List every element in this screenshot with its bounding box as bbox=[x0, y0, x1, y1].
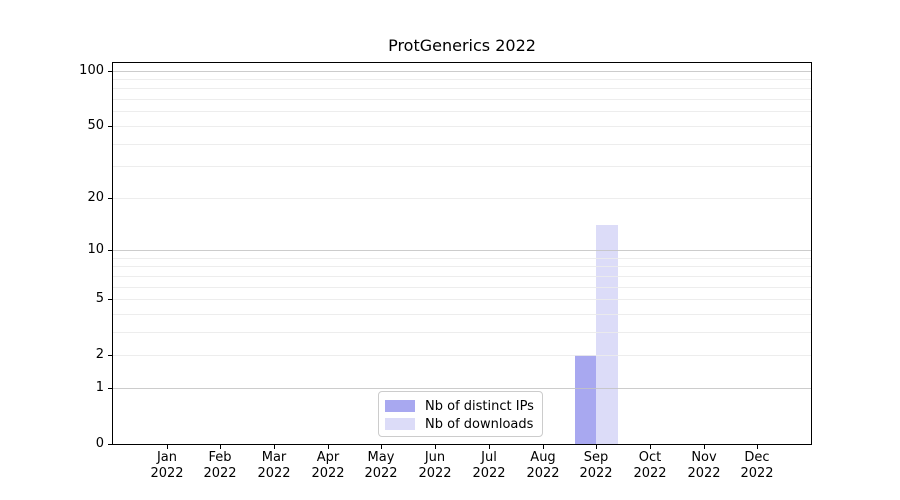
gridline-major bbox=[113, 388, 811, 389]
legend: Nb of distinct IPs Nb of downloads bbox=[378, 391, 543, 437]
gridline-minor bbox=[113, 99, 811, 100]
y-axis-tick bbox=[108, 198, 113, 199]
legend-item-distinct-ips: Nb of distinct IPs bbox=[385, 397, 536, 415]
x-axis-tick bbox=[274, 444, 275, 449]
y-tick-label: 50 bbox=[87, 118, 104, 133]
gridline-minor bbox=[113, 276, 811, 277]
gridline-minor bbox=[113, 258, 811, 259]
x-axis-tick bbox=[650, 444, 651, 449]
legend-label-distinct-ips: Nb of distinct IPs bbox=[425, 398, 534, 414]
gridline-minor bbox=[113, 314, 811, 315]
x-tick-label: Nov 2022 bbox=[687, 450, 721, 481]
y-axis-tick bbox=[108, 355, 113, 356]
bar-nb-of-distinct-ips bbox=[574, 355, 597, 444]
chart-title: ProtGenerics 2022 bbox=[388, 36, 536, 55]
legend-swatch-downloads bbox=[385, 418, 415, 430]
x-axis-tick bbox=[167, 444, 168, 449]
x-tick-label: Feb 2022 bbox=[203, 450, 237, 481]
x-axis-tick bbox=[328, 444, 329, 449]
y-tick-label: 100 bbox=[79, 63, 104, 78]
x-tick-label: Mar 2022 bbox=[257, 450, 291, 481]
gridline-major bbox=[113, 71, 811, 72]
x-tick-label: Oct 2022 bbox=[633, 450, 667, 481]
y-axis-tick bbox=[108, 444, 113, 445]
x-tick-label: Jul 2022 bbox=[472, 450, 506, 481]
gridline-minor bbox=[113, 79, 811, 80]
y-tick-label: 20 bbox=[87, 190, 104, 205]
gridline-minor bbox=[113, 166, 811, 167]
x-axis-tick bbox=[489, 444, 490, 449]
x-axis-tick bbox=[596, 444, 597, 449]
gridline-minor bbox=[113, 287, 811, 288]
gridline-minor bbox=[113, 88, 811, 89]
bar-nb-of-downloads bbox=[596, 224, 618, 444]
x-axis-tick bbox=[435, 444, 436, 449]
x-tick-label: Apr 2022 bbox=[311, 450, 345, 481]
x-tick-label: Jun 2022 bbox=[418, 450, 452, 481]
y-tick-label: 5 bbox=[95, 291, 104, 306]
y-tick-label: 1 bbox=[95, 380, 104, 395]
y-tick-label: 0 bbox=[95, 436, 104, 451]
gridline-minor bbox=[113, 299, 811, 300]
y-axis-tick bbox=[108, 71, 113, 72]
x-tick-label: May 2022 bbox=[364, 450, 398, 481]
x-axis-tick bbox=[543, 444, 544, 449]
y-axis-tick bbox=[108, 299, 113, 300]
x-tick-label: Jan 2022 bbox=[150, 450, 184, 481]
x-tick-label: Aug 2022 bbox=[526, 450, 560, 481]
gridline-minor bbox=[113, 144, 811, 145]
gridline-minor bbox=[113, 332, 811, 333]
y-tick-label: 2 bbox=[95, 347, 104, 362]
y-tick-label: 10 bbox=[87, 242, 104, 257]
y-axis-tick bbox=[108, 250, 113, 251]
legend-label-downloads: Nb of downloads bbox=[425, 416, 534, 432]
x-axis-tick bbox=[220, 444, 221, 449]
y-axis-tick bbox=[108, 388, 113, 389]
x-axis-tick bbox=[381, 444, 382, 449]
plot-area bbox=[112, 62, 812, 445]
legend-item-downloads: Nb of downloads bbox=[385, 415, 536, 433]
gridline-minor bbox=[113, 111, 811, 112]
gridline-minor bbox=[113, 355, 811, 356]
x-axis-tick bbox=[704, 444, 705, 449]
x-tick-label: Sep 2022 bbox=[579, 450, 613, 481]
gridline-major bbox=[113, 250, 811, 251]
y-axis-tick bbox=[108, 126, 113, 127]
x-tick-label: Dec 2022 bbox=[740, 450, 774, 481]
x-axis-tick bbox=[757, 444, 758, 449]
gridline-minor bbox=[113, 266, 811, 267]
gridline-minor bbox=[113, 126, 811, 127]
gridline-minor bbox=[113, 198, 811, 199]
legend-swatch-distinct-ips bbox=[385, 400, 415, 412]
